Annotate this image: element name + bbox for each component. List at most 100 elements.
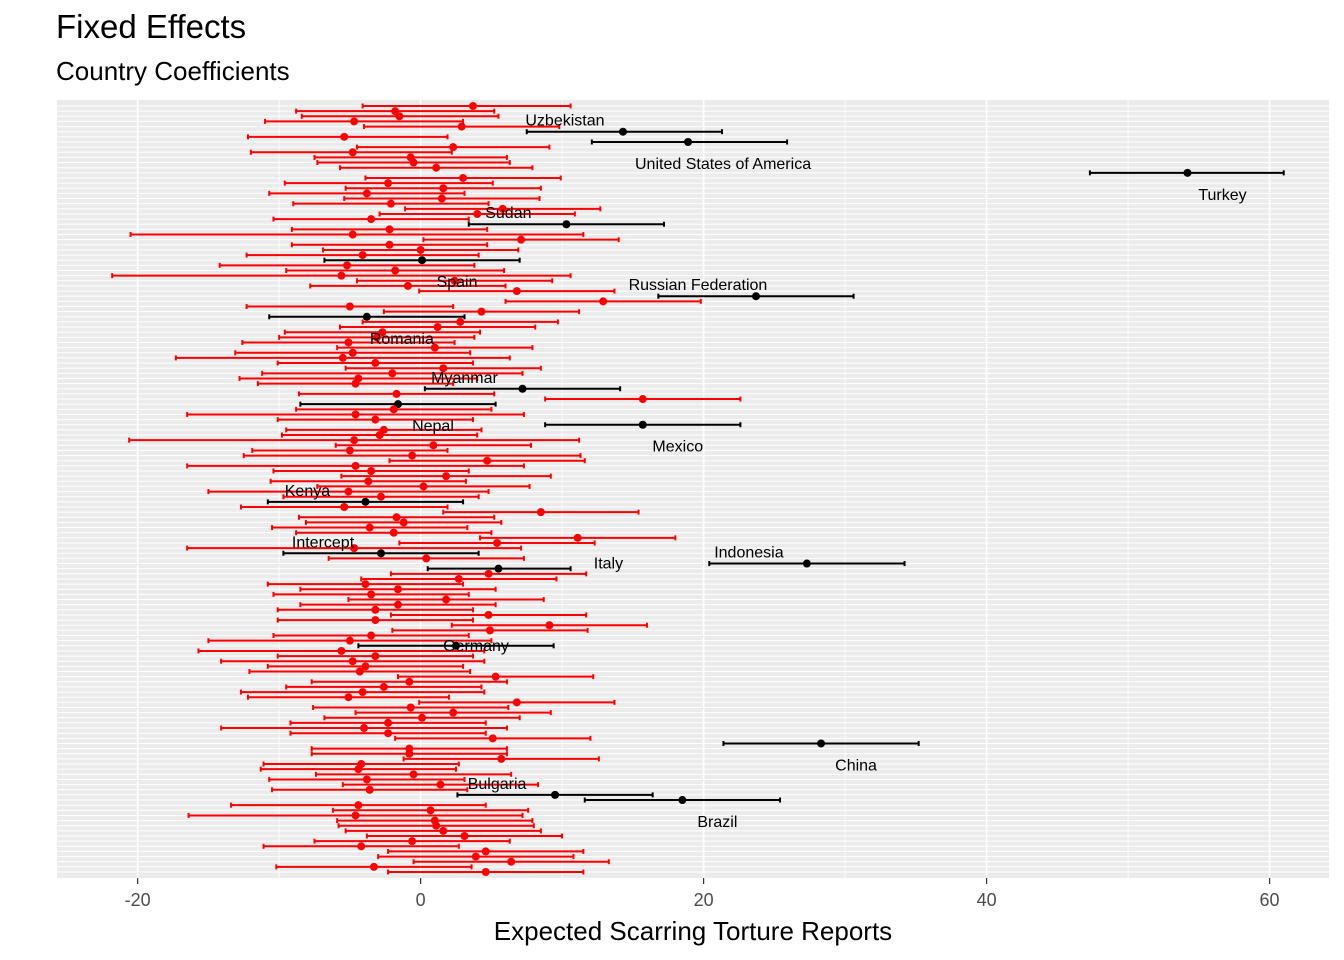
coefficient-point bbox=[361, 497, 370, 506]
coefficient-point bbox=[348, 657, 357, 666]
coefficient-point bbox=[419, 482, 428, 491]
country-label: Russian Federation bbox=[629, 277, 768, 294]
coefficient-point bbox=[512, 287, 521, 296]
coefficient-point bbox=[817, 739, 826, 748]
x-tick-label: 0 bbox=[416, 890, 426, 910]
country-label: Intercept bbox=[292, 534, 355, 551]
coefficient-point bbox=[354, 801, 363, 810]
coefficient-point bbox=[386, 199, 395, 208]
coefficient-point bbox=[348, 148, 357, 157]
coefficient-point bbox=[405, 749, 414, 758]
country-label: Brazil bbox=[697, 814, 737, 831]
coefficient-point bbox=[477, 307, 486, 316]
coefficient-point bbox=[389, 528, 398, 537]
coefficient-point bbox=[536, 508, 545, 517]
coefficient-point bbox=[367, 590, 376, 599]
coefficient-point bbox=[450, 276, 459, 285]
coefficient-point bbox=[449, 143, 458, 152]
grid-lines bbox=[57, 100, 1329, 878]
coefficient-point bbox=[471, 852, 480, 861]
coefficient-point bbox=[437, 194, 446, 203]
coefficient-point bbox=[367, 467, 376, 476]
coefficient-point bbox=[377, 549, 386, 558]
coefficient-point bbox=[365, 523, 374, 532]
country-label: United States of America bbox=[635, 156, 811, 173]
coefficient-point bbox=[418, 713, 427, 722]
coefficient-point bbox=[432, 163, 441, 172]
x-axis: -20 0 20 40 60 bbox=[125, 878, 1280, 910]
coefficient-point bbox=[384, 729, 393, 738]
country-label: Uzbekistan bbox=[525, 113, 604, 130]
coefficient-point bbox=[385, 240, 394, 249]
coefficient-point bbox=[361, 580, 370, 589]
coefficient-point bbox=[371, 359, 380, 368]
country-label: Turkey bbox=[1198, 187, 1246, 204]
chart-title: Fixed Effects bbox=[56, 8, 247, 45]
data-points bbox=[337, 102, 1192, 876]
coefficient-point bbox=[338, 353, 347, 362]
coefficient-point bbox=[408, 837, 417, 846]
coefficient-point bbox=[391, 266, 400, 275]
coefficient-point bbox=[751, 292, 760, 301]
coefficient-point bbox=[498, 204, 507, 213]
coefficient-point bbox=[393, 585, 402, 594]
country-label: Sudan bbox=[485, 205, 531, 222]
coefficient-point bbox=[456, 317, 465, 326]
coefficient-point bbox=[365, 785, 374, 794]
coefficient-point bbox=[638, 395, 647, 404]
x-tick-label: 60 bbox=[1260, 890, 1280, 910]
coefficient-point bbox=[388, 369, 397, 378]
coefficient-point bbox=[545, 621, 554, 630]
coefficient-point bbox=[344, 487, 353, 496]
coefficient-point bbox=[429, 441, 438, 450]
country-label: Spain bbox=[437, 274, 478, 291]
coefficient-point bbox=[389, 405, 398, 414]
x-tick-label: 20 bbox=[694, 890, 714, 910]
country-label: Germany bbox=[443, 638, 509, 655]
coefficient-point bbox=[384, 179, 393, 188]
coefficient-point bbox=[439, 184, 448, 193]
coefficient-point bbox=[406, 703, 415, 712]
coefficient-point bbox=[403, 281, 412, 290]
x-axis-title: Expected Scarring Torture Reports bbox=[494, 916, 892, 946]
coefficient-point bbox=[371, 616, 380, 625]
coefficient-point bbox=[485, 626, 494, 635]
country-label: Romania bbox=[370, 331, 434, 348]
coefficient-point bbox=[340, 502, 349, 511]
coefficient-point bbox=[351, 811, 360, 820]
coefficient-point bbox=[518, 384, 527, 393]
coefficient-point bbox=[354, 765, 363, 774]
coefficient-point bbox=[460, 832, 469, 841]
coefficient-point bbox=[351, 410, 360, 419]
coefficient-point bbox=[385, 225, 394, 234]
coefficient-point bbox=[562, 220, 571, 229]
coefficient-point bbox=[379, 682, 388, 691]
coefficient-point bbox=[375, 431, 384, 440]
coefficient-point bbox=[507, 857, 516, 866]
coefficient-point bbox=[439, 826, 448, 835]
coefficient-point bbox=[392, 389, 401, 398]
x-tick-label: 40 bbox=[977, 890, 997, 910]
coefficient-point bbox=[358, 251, 367, 260]
coefficient-point bbox=[337, 271, 346, 280]
coefficient-point bbox=[409, 158, 418, 167]
coefficient-point bbox=[357, 842, 366, 851]
coefficient-point bbox=[358, 688, 367, 697]
country-label: Indonesia bbox=[714, 545, 783, 562]
coefficient-point bbox=[409, 770, 418, 779]
coefficient-point bbox=[371, 605, 380, 614]
coefficient-point bbox=[367, 215, 376, 224]
coefficient-point bbox=[454, 574, 463, 583]
coefficient-point bbox=[436, 780, 445, 789]
coefficient-point bbox=[378, 328, 387, 337]
coefficient-point bbox=[1183, 168, 1192, 177]
coefficient-point bbox=[345, 446, 354, 455]
coefficient-point bbox=[345, 636, 354, 645]
coefficient-point bbox=[416, 245, 425, 254]
coefficient-point bbox=[473, 209, 482, 218]
coefficient-point bbox=[484, 569, 493, 578]
country-label: Kenya bbox=[285, 483, 330, 500]
chart-subtitle: Country Coefficients bbox=[56, 56, 290, 86]
coefficient-point bbox=[362, 189, 371, 198]
